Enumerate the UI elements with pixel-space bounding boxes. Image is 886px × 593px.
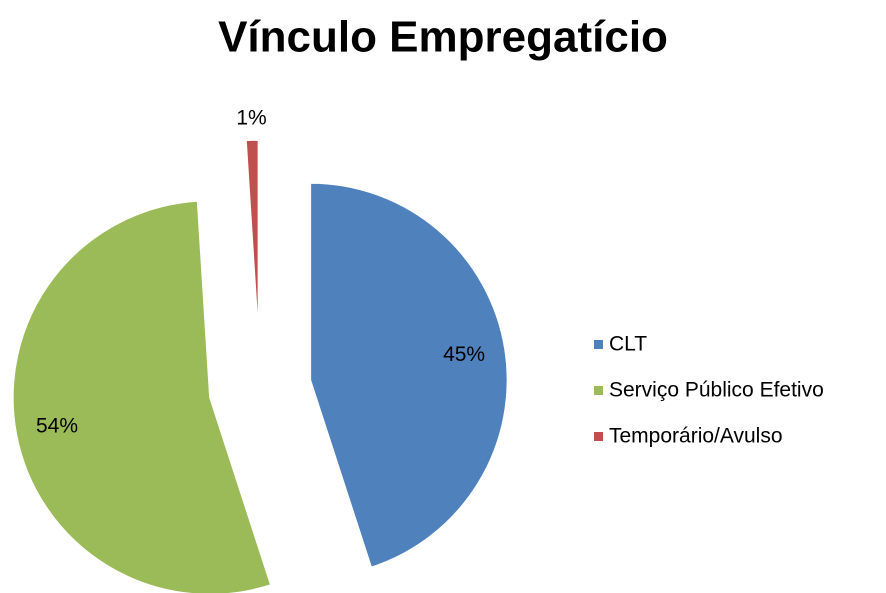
pie-slice: [245, 139, 260, 338]
legend-swatch: [594, 340, 603, 349]
legend-swatch: [594, 386, 603, 395]
data-label: 45%: [443, 343, 485, 366]
legend-swatch: [594, 432, 603, 441]
data-label: 1%: [236, 107, 266, 130]
legend-label: CLT: [609, 333, 647, 356]
legend-label: Serviço Público Efetivo: [609, 379, 824, 402]
pie-slice: [12, 200, 272, 593]
pie-slice: [309, 182, 509, 569]
data-label: 54%: [36, 414, 78, 437]
legend-label: Temporário/Avulso: [609, 425, 783, 448]
chart-title: Vínculo Empregatício: [218, 13, 668, 62]
